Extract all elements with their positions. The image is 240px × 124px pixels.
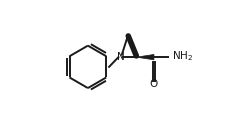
Text: NH$_2$: NH$_2$ (172, 50, 193, 63)
Text: N: N (117, 52, 125, 62)
Text: O: O (150, 79, 158, 89)
Polygon shape (136, 54, 154, 60)
